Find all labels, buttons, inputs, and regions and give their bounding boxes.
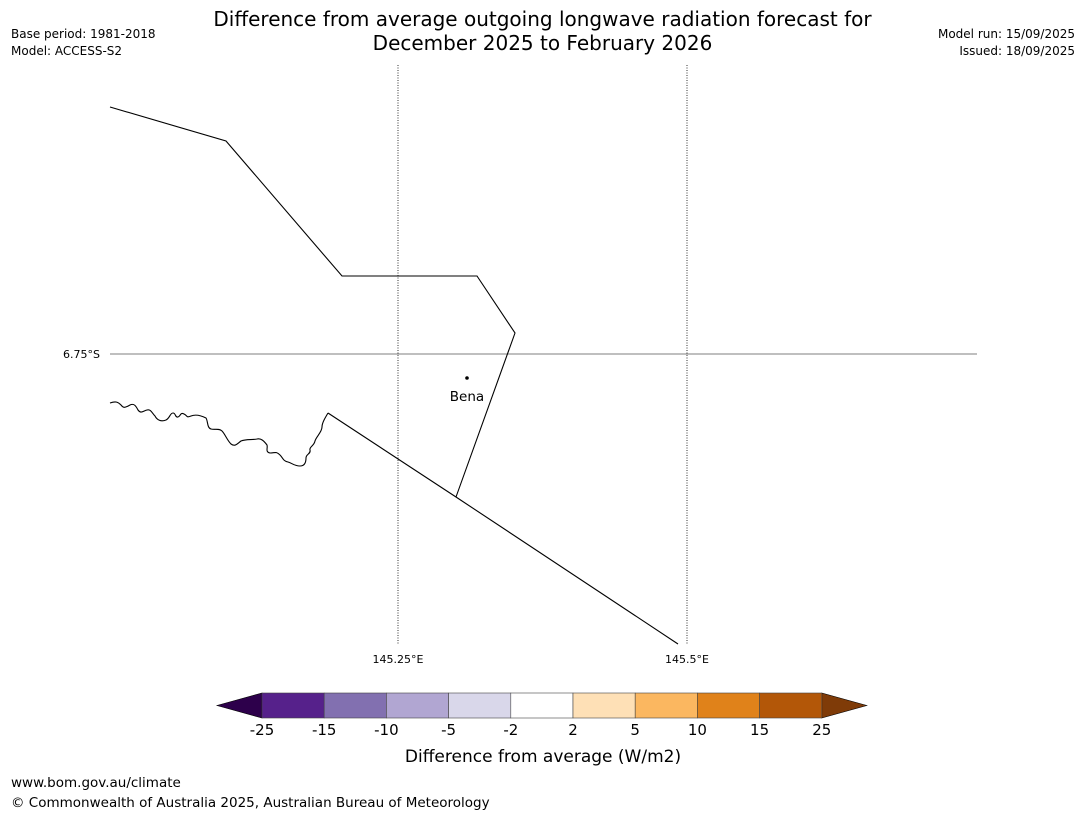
- colorbar-tick-label: 10: [688, 721, 707, 739]
- colorbar-segment: [386, 692, 449, 719]
- colorbar-segment: [634, 692, 698, 719]
- colorbar-segment: [261, 692, 325, 719]
- colorbar-segment: [759, 692, 823, 719]
- map-title-line2: December 2025 to February 2026: [372, 31, 713, 55]
- colorbar-tick-label: -25: [250, 721, 275, 739]
- colorbar-segment: [510, 692, 574, 719]
- colorbar-extend-low: [215, 692, 263, 719]
- colorbar: -25 -15 -10 -5 -2 2 5 10 15 25: [215, 692, 868, 739]
- colorbar-title: Difference from average (W/m2): [405, 747, 681, 767]
- colorbar-tick-label: 2: [568, 721, 578, 739]
- district-boundary-north: [109, 106, 516, 498]
- lon-label-145-5e: 145.5°E: [665, 653, 709, 666]
- colorbar-extend-high: [821, 692, 868, 719]
- district-boundary-south: [327, 412, 679, 645]
- issued-text: Issued: 18/09/2025: [959, 44, 1075, 58]
- place-label-bena: Bena: [450, 389, 484, 405]
- colorbar-tick-label: 5: [630, 721, 640, 739]
- meta-right: Model run: 15/09/2025 Issued: 18/09/2025: [938, 26, 1075, 60]
- footer-copyright: © Commonwealth of Australia 2025, Austra…: [11, 795, 490, 811]
- map-title: Difference from average outgoing longwav…: [0, 7, 1085, 55]
- colorbar-tick-label: -15: [312, 721, 337, 739]
- colorbar-segment: [697, 692, 760, 719]
- colorbar-segment: [323, 692, 387, 719]
- lon-label-145-25e: 145.25°E: [373, 653, 424, 666]
- base-period-text: Base period: 1981-2018: [11, 27, 156, 41]
- colorbar-tick-label: -5: [441, 721, 456, 739]
- map-title-line1: Difference from average outgoing longwav…: [213, 7, 872, 31]
- footer-url: www.bom.gov.au/climate: [11, 775, 181, 791]
- colorbar-segment: [572, 692, 636, 719]
- colorbar-tick-label: -2: [503, 721, 518, 739]
- bena-marker-icon: [465, 376, 469, 380]
- colorbar-tick-label: 15: [750, 721, 769, 739]
- model-run-text: Model run: 15/09/2025: [937, 27, 1075, 41]
- colorbar-tick-label: -10: [374, 721, 399, 739]
- lat-label-6-75s: 6.75°S: [63, 348, 100, 361]
- model-text: Model: ACCESS-S2: [11, 44, 123, 58]
- meta-left: Base period: 1981-2018 Model: ACCESS-S2: [11, 26, 156, 60]
- river-boundary: [109, 401, 329, 467]
- colorbar-tick-label: 25: [812, 721, 831, 739]
- colorbar-segment: [448, 692, 512, 719]
